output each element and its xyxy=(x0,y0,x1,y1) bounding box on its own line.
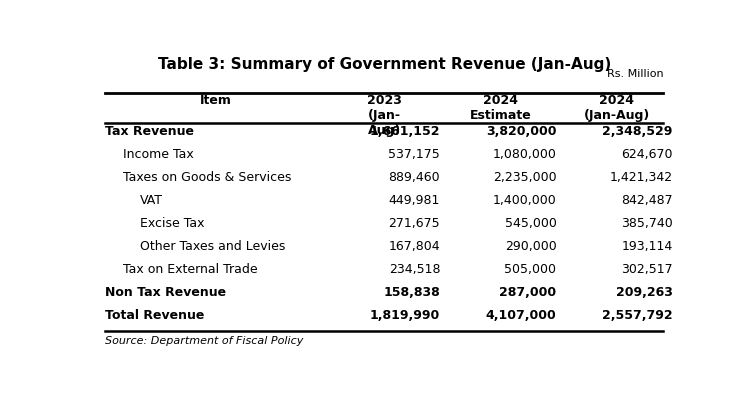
Text: Other Taxes and Levies: Other Taxes and Levies xyxy=(140,240,286,253)
Text: 2,348,529: 2,348,529 xyxy=(602,125,673,138)
Text: 385,740: 385,740 xyxy=(621,217,673,230)
Text: Taxes on Goods & Services: Taxes on Goods & Services xyxy=(123,171,291,184)
Text: 271,675: 271,675 xyxy=(388,217,440,230)
Text: Source: Department of Fiscal Policy: Source: Department of Fiscal Policy xyxy=(105,336,304,346)
Text: 545,000: 545,000 xyxy=(505,217,556,230)
Text: 302,517: 302,517 xyxy=(621,263,673,276)
Text: 2,235,000: 2,235,000 xyxy=(493,171,556,184)
Text: 624,670: 624,670 xyxy=(621,148,673,161)
Text: Total Revenue: Total Revenue xyxy=(105,310,205,322)
Text: 449,981: 449,981 xyxy=(388,194,440,207)
Text: 193,114: 193,114 xyxy=(622,240,673,253)
Text: 2023
(Jan-
Aug): 2023 (Jan- Aug) xyxy=(367,94,402,137)
Text: 234,518: 234,518 xyxy=(388,263,440,276)
Text: 537,175: 537,175 xyxy=(388,148,440,161)
Text: 889,460: 889,460 xyxy=(388,171,440,184)
Text: 3,820,000: 3,820,000 xyxy=(486,125,556,138)
Text: Tax on External Trade: Tax on External Trade xyxy=(123,263,257,276)
Text: 2,557,792: 2,557,792 xyxy=(602,310,673,322)
Text: 209,263: 209,263 xyxy=(616,286,673,299)
Text: 167,804: 167,804 xyxy=(388,240,440,253)
Text: Table 3: Summary of Government Revenue (Jan-Aug): Table 3: Summary of Government Revenue (… xyxy=(158,57,611,72)
Text: Income Tax: Income Tax xyxy=(123,148,194,161)
Text: 1,400,000: 1,400,000 xyxy=(493,194,556,207)
Text: Rs. Million: Rs. Million xyxy=(607,69,663,79)
Text: 1,421,342: 1,421,342 xyxy=(610,171,673,184)
Text: 505,000: 505,000 xyxy=(505,263,556,276)
Text: Item: Item xyxy=(200,94,232,107)
Text: 158,838: 158,838 xyxy=(383,286,440,299)
Text: Non Tax Revenue: Non Tax Revenue xyxy=(105,286,226,299)
Text: VAT: VAT xyxy=(140,194,164,207)
Text: 1,819,990: 1,819,990 xyxy=(370,310,440,322)
Text: 2024
(Jan-Aug): 2024 (Jan-Aug) xyxy=(584,94,650,122)
Text: 287,000: 287,000 xyxy=(500,286,556,299)
Text: 290,000: 290,000 xyxy=(505,240,556,253)
Text: 2024
Estimate: 2024 Estimate xyxy=(470,94,532,122)
Text: 1,661,152: 1,661,152 xyxy=(370,125,440,138)
Text: Tax Revenue: Tax Revenue xyxy=(105,125,194,138)
Text: 842,487: 842,487 xyxy=(621,194,673,207)
Text: 1,080,000: 1,080,000 xyxy=(493,148,556,161)
Text: 4,107,000: 4,107,000 xyxy=(486,310,556,322)
Text: Excise Tax: Excise Tax xyxy=(140,217,205,230)
